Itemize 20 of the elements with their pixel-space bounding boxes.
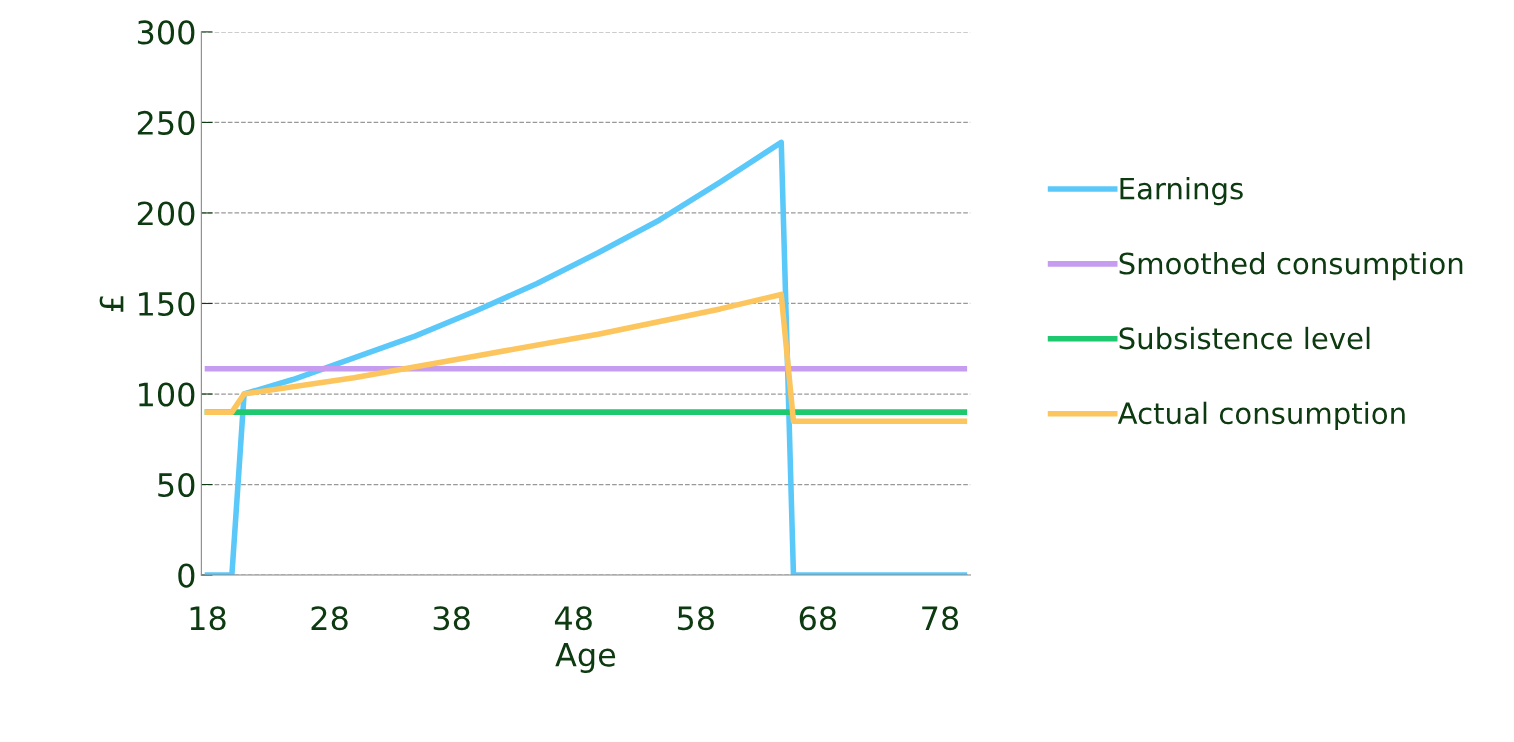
legend-label: Subsistence level (1119, 326, 1370, 350)
x-tick-label: 38 (433, 606, 470, 631)
x-tick-label: 68 (799, 606, 837, 631)
x-tick-label: 78 (922, 606, 959, 631)
y-tick-label: 200 (137, 201, 195, 226)
y-axis-title: £ (99, 296, 124, 312)
x-tick-label: 58 (677, 606, 714, 631)
legend-label: Smoothed consumption (1119, 251, 1463, 281)
x-axis-title: Age (555, 643, 616, 673)
y-tick-label: 300 (137, 20, 195, 45)
x-tick-label: 28 (311, 606, 348, 631)
y-tick-label: 150 (139, 291, 195, 317)
y-tick-label: 100 (139, 382, 195, 407)
y-tick-label: 0 (178, 563, 195, 588)
y-tick-label: 250 (137, 110, 195, 136)
x-tick-label: 48 (554, 606, 592, 631)
legend-label: Actual consumption (1117, 401, 1405, 430)
y-tick-label: 50 (158, 472, 195, 498)
x-tick-label: 18 (190, 606, 226, 631)
legend-label: Earnings (1120, 177, 1243, 206)
